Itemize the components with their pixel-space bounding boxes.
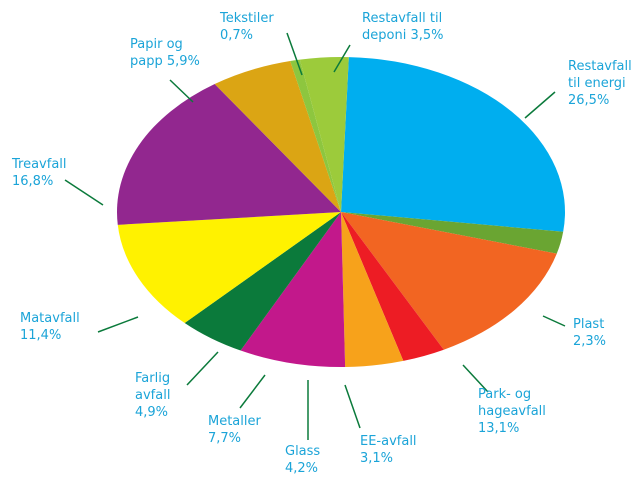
pie-slice: [117, 212, 341, 324]
slice-label: Plast 2,3%: [573, 316, 623, 350]
value-label: 0,7%: [220, 28, 254, 43]
category-label: Matavfall: [20, 311, 80, 326]
leader-line: [524, 91, 556, 119]
pie-slice: [290, 59, 341, 212]
pie-slice: [341, 57, 565, 232]
pie-slice: [341, 212, 564, 254]
leader-line: [344, 384, 361, 429]
value-label: 3,1%: [360, 451, 394, 466]
value-label: 7,7%: [208, 431, 242, 446]
slice-label: Tekstiler 0,7%: [220, 10, 285, 44]
value-label: 5,9%: [166, 54, 200, 69]
slice-label: Restavfall til deponi 3,5%: [362, 10, 447, 44]
category-label: Metaller: [208, 414, 261, 429]
category-label: Plast: [573, 317, 605, 332]
leader-line: [333, 44, 351, 73]
category-label: Tekstiler: [220, 11, 274, 26]
pie-slice: [240, 212, 346, 367]
value-label: 11,4%: [20, 328, 62, 343]
leader-line: [186, 351, 219, 386]
slice-label: Farlig avfall 4,9%: [135, 370, 195, 421]
leader-line: [97, 316, 139, 333]
value-label: 4,9%: [135, 405, 169, 420]
category-label: EE-avfall: [360, 434, 417, 449]
pie-slice: [341, 212, 557, 350]
pie-slice: [116, 83, 341, 225]
pie-slice: [184, 212, 341, 351]
value-label: 2,3%: [573, 334, 607, 349]
slice-label: Papir og papp 5,9%: [130, 36, 215, 70]
value-label: 13,1%: [478, 421, 520, 436]
category-label: Papir og papp: [130, 37, 183, 69]
value-label: 26,5%: [568, 93, 610, 108]
category-label: Restavfall til deponi: [362, 11, 443, 43]
leader-line: [286, 32, 303, 76]
leader-line: [542, 315, 566, 327]
category-label: Treavfall: [12, 157, 67, 172]
leader-line: [64, 179, 104, 206]
slice-label: Metaller 7,7%: [208, 413, 278, 447]
leader-line: [462, 364, 489, 393]
category-label: Restavfall til energi: [568, 59, 632, 91]
slice-label: Treavfall 16,8%: [12, 156, 92, 190]
slice-label: Park- og hageavfall 13,1%: [478, 386, 578, 437]
pie-slice: [341, 212, 444, 361]
value-label: 16,8%: [12, 174, 54, 189]
category-label: Park- og hageavfall: [478, 387, 546, 419]
category-label: Glass: [285, 444, 321, 459]
slice-label: Restavfall til energi 26,5%: [568, 58, 638, 109]
pie-slice: [299, 57, 349, 212]
leader-line: [169, 79, 194, 103]
value-label: 3,5%: [410, 28, 444, 43]
value-label: 4,2%: [285, 461, 319, 476]
category-label: Farlig avfall: [135, 371, 171, 403]
slice-label: Glass 4,2%: [285, 443, 330, 477]
slice-label: EE-avfall 3,1%: [360, 433, 430, 467]
pie-slice: [341, 212, 404, 367]
slice-label: Matavfall 11,4%: [20, 310, 100, 344]
leader-line: [239, 374, 266, 409]
pie-slice: [214, 61, 341, 212]
